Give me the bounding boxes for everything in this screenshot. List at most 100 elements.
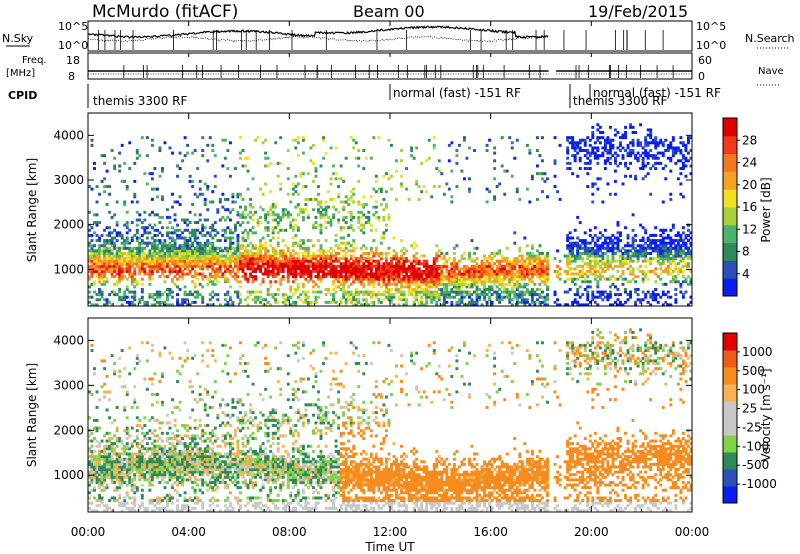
power-cell [251, 264, 255, 268]
power-cell [470, 285, 474, 289]
power-cell [241, 246, 245, 250]
power-cell [372, 303, 376, 307]
power-cell [271, 262, 275, 266]
power-cell [100, 259, 104, 263]
power-cell [269, 244, 273, 248]
power-cell [301, 136, 305, 140]
power-cell [379, 267, 383, 271]
power-cell [468, 177, 471, 181]
power-cell [372, 136, 376, 140]
power-cell [384, 228, 388, 232]
power-cell [596, 156, 600, 160]
power-cell [573, 149, 577, 152]
power-cell [457, 287, 461, 291]
power-cell [113, 275, 117, 279]
power-cell [452, 246, 456, 250]
power-cell [591, 133, 595, 137]
power-cell [334, 300, 338, 304]
power-cell [357, 262, 361, 266]
power-cell [450, 282, 454, 286]
power-cell [568, 277, 572, 281]
power-cell [473, 303, 476, 307]
power-cell [508, 275, 512, 279]
power-cell [671, 138, 675, 142]
power-cell [125, 239, 129, 243]
power-cell [178, 269, 182, 273]
power-cell [641, 251, 645, 255]
power-cell [271, 205, 275, 209]
power-cell [468, 282, 471, 286]
power-cell [281, 262, 285, 266]
power-cell [158, 259, 162, 263]
power-cell [160, 300, 164, 304]
power-cell [422, 287, 426, 291]
power-cell [211, 226, 215, 230]
power-cell [435, 280, 439, 284]
velocity-cell [110, 460, 114, 464]
power-cell [299, 246, 303, 250]
power-cell [581, 272, 585, 276]
power-cell [664, 254, 668, 258]
power-cell [473, 277, 476, 281]
power-cell [138, 298, 142, 302]
velocity-cell [110, 449, 114, 453]
power-cell [145, 300, 149, 304]
power-cell [573, 146, 577, 150]
power-cell [208, 246, 212, 250]
power-cell [246, 290, 250, 294]
power-cell [130, 280, 134, 284]
power-cell [417, 275, 421, 279]
power-cell [221, 233, 225, 237]
power-cell [392, 267, 396, 271]
power-cell [508, 269, 512, 273]
power-cell [221, 262, 225, 266]
power-cell [669, 239, 673, 243]
power-cell [193, 285, 197, 289]
power-cell [319, 205, 323, 209]
power-cell [390, 300, 393, 304]
power-cell [173, 269, 177, 273]
power-cell [541, 172, 544, 176]
power-cell [140, 239, 144, 243]
power-cell [244, 228, 247, 232]
power-cell [98, 275, 101, 279]
power-cell [641, 151, 645, 155]
power-cell [349, 249, 353, 253]
power-cell [213, 282, 217, 286]
power-cell [576, 257, 580, 261]
power-cell [213, 174, 217, 178]
power-cell [634, 177, 638, 181]
power-cell [186, 244, 190, 248]
power-cell [115, 254, 119, 258]
power-cell [176, 303, 179, 307]
power-cell [611, 138, 615, 142]
power-cell [324, 262, 328, 266]
power-cell [659, 254, 663, 258]
power-cell [634, 290, 638, 294]
velocity-cell [100, 501, 104, 505]
power-cell [261, 192, 265, 196]
power-cell [581, 257, 585, 261]
velocity-cell [110, 478, 114, 482]
power-cell [432, 293, 436, 297]
power-cell [621, 254, 625, 258]
power-cell [601, 257, 605, 261]
colorbar-tick-label: 12 [742, 222, 757, 236]
power-cell [186, 228, 190, 232]
power-cell [309, 239, 313, 243]
power-cell [291, 259, 295, 263]
power-cell [631, 259, 635, 263]
power-cell [125, 187, 129, 191]
power-cell [359, 257, 363, 261]
power-cell [649, 133, 653, 137]
power-cell [377, 215, 381, 219]
velocity-cell [115, 470, 119, 474]
power-cell [586, 262, 590, 266]
power-cell [241, 215, 245, 219]
power-cell [372, 213, 376, 217]
power-cell [100, 295, 104, 299]
power-cell [462, 277, 466, 281]
power-cell [369, 290, 373, 294]
power-cell [274, 249, 278, 253]
velocity-cell [93, 473, 96, 477]
